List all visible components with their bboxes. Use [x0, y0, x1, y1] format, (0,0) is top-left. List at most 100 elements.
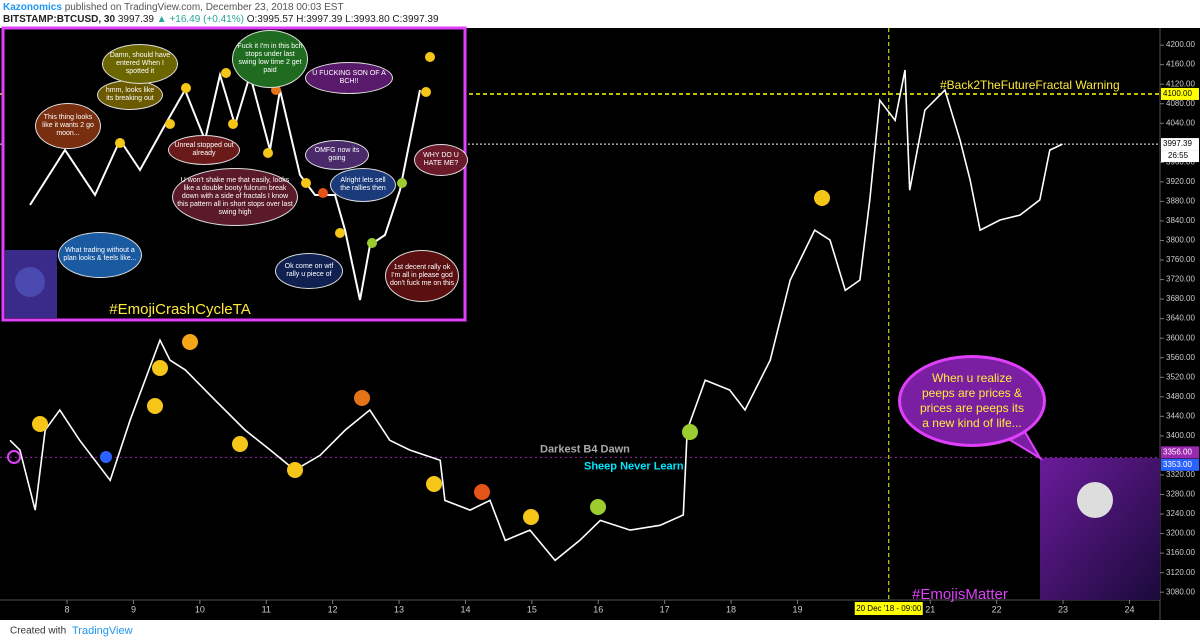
emoji — [232, 436, 248, 452]
y-tick-label: 4040.00 — [1166, 118, 1195, 127]
price-tag-label: 3356.00 — [1163, 447, 1192, 456]
inset-bubble: OMFG now its going — [305, 140, 369, 170]
x-tick-label: 9 — [131, 604, 136, 614]
y-tick-label: 3640.00 — [1166, 314, 1195, 323]
y-tick-label: 3400.00 — [1166, 431, 1195, 440]
x-tick-label: 23 — [1058, 604, 1068, 614]
annotation: #EmojisMatter — [912, 586, 1008, 603]
footer-bar — [0, 620, 1200, 642]
emoji — [590, 499, 606, 515]
inset-bubble: U won't shake me that easily, looks like… — [172, 168, 298, 226]
time-tag — [854, 602, 923, 615]
marker — [7, 450, 21, 464]
inset-bubble: Ok come on wtf rally u piece of — [275, 253, 343, 289]
inset-bubble: This thing looks like it wants 2 go moon… — [35, 103, 101, 149]
y-tick-label: 4080.00 — [1166, 99, 1195, 108]
inset-bubble: Damn, should have entered When I spotted… — [102, 44, 178, 84]
x-tick-label: 13 — [394, 604, 404, 614]
emoji — [682, 424, 698, 440]
header-line-2: BITSTAMP:BTCUSD, 30 3997.39 ▲ +16.49 (+0… — [3, 14, 439, 25]
header-line-1: Kazonomics published on TradingView.com,… — [3, 2, 344, 13]
y-tick-label: 3440.00 — [1166, 411, 1195, 420]
inset-bubble: Unreal stopped out already — [168, 135, 240, 165]
y-tick-label: 4120.00 — [1166, 79, 1195, 88]
y-tick-label: 3160.00 — [1166, 548, 1195, 557]
y-tick-label: 3520.00 — [1166, 372, 1195, 381]
inset-bubble: 1st decent rally ok I'm all in please go… — [385, 250, 459, 302]
y-tick-label: 3240.00 — [1166, 509, 1195, 518]
y-tick-label: 3840.00 — [1166, 216, 1195, 225]
emoji — [523, 509, 539, 525]
y-tick-label: 3320.00 — [1166, 470, 1195, 479]
image-helmet — [1077, 482, 1113, 518]
plot: 3080.00 3120.00 3160.00 3200.00 3240.00 3280.… — [0, 28, 1199, 615]
x-tick-label: 18 — [726, 604, 736, 614]
price-tag — [1161, 458, 1199, 471]
emoji — [32, 416, 48, 432]
inset-title: #EmojiCrashCycleTA — [109, 301, 250, 318]
y-tick-label: 3280.00 — [1166, 490, 1195, 499]
countdown-box — [1161, 150, 1199, 163]
countdown: 26:55 — [1168, 151, 1189, 160]
footer-brand: TradingView — [72, 625, 133, 637]
ohlc: O:3995.57 H:3997.39 L:3993.80 C:3997.39 — [246, 14, 439, 25]
price-tag — [1161, 87, 1199, 100]
avatar-head — [15, 267, 45, 297]
x-tick-label: 14 — [460, 604, 470, 614]
x-tick-label: 12 — [328, 604, 338, 614]
emoji — [814, 190, 830, 206]
y-tick-label: 3680.00 — [1166, 294, 1195, 303]
y-tick-label: 4200.00 — [1166, 40, 1195, 49]
y-tick-label: 3120.00 — [1166, 568, 1195, 577]
y-tick-label: 4160.00 — [1166, 60, 1195, 69]
emoji — [354, 390, 370, 406]
y-tick-label: 3800.00 — [1166, 236, 1195, 245]
annotation-bubble: When u realize peeps are prices & prices… — [898, 355, 1046, 447]
emoji — [182, 334, 198, 350]
annotation: Sheep Never Learn — [584, 461, 684, 473]
annotation: Darkest B4 Dawn — [540, 443, 630, 455]
y-tick-label: 3200.00 — [1166, 529, 1195, 538]
price-tag-label: 3353.00 — [1163, 460, 1192, 469]
emoji — [474, 484, 490, 500]
published: published on TradingView.com, December 2… — [64, 2, 344, 13]
x-tick-label: 24 — [1124, 604, 1134, 614]
y-tick-label: 3880.00 — [1166, 197, 1195, 206]
emoji — [147, 398, 163, 414]
footer-created: Created with — [10, 626, 66, 637]
x-tick-label: 17 — [660, 604, 670, 614]
x-tick-label: 15 — [527, 604, 537, 614]
image — [1040, 458, 1160, 600]
x-tick-label: 19 — [792, 604, 802, 614]
price-tag-label: 4100.00 — [1163, 89, 1192, 98]
x-tick-label: 11 — [262, 604, 271, 614]
author: Kazonomics — [3, 2, 62, 13]
annotation: #Back2TheFutureFractal Warning — [940, 78, 1120, 92]
inset-emojis — [115, 52, 435, 248]
header-bar — [0, 0, 1200, 28]
emoji — [152, 360, 168, 376]
inset-path — [29, 71, 421, 301]
inset-bubble: U FUCKING SON OF A BCH!! — [305, 62, 393, 94]
emoji — [426, 476, 442, 492]
price-tag — [1161, 446, 1199, 459]
inset-bubble: hmm, looks like its breaking out — [97, 80, 163, 110]
y-tick-label: 3560.00 — [1166, 353, 1195, 362]
time-tag-label: 20 Dec '18 - 09:00 — [856, 604, 922, 613]
inset-bubble: Fuck it I'm in this bch stops under last… — [232, 30, 308, 88]
price-line-path — [9, 69, 1063, 562]
last: 3997.39 — [117, 14, 154, 25]
y-tick-label: 3080.00 — [1166, 587, 1195, 596]
price-tag-label: 3997.39 — [1163, 139, 1192, 148]
marker — [100, 451, 112, 463]
change: ▲ +16.49 (+0.41%) — [156, 14, 244, 25]
inset-bubble: What trading without a plan looks & feel… — [58, 232, 142, 278]
x-tick-label: 22 — [992, 604, 1002, 614]
x-tick-label: 21 — [925, 604, 935, 614]
inset-bubble: WHY DO U HATE ME? — [414, 144, 468, 176]
emoji — [287, 462, 303, 478]
emoji-markers — [7, 190, 830, 525]
inset-bubble: Alright lets sell the rallies then — [330, 168, 396, 202]
